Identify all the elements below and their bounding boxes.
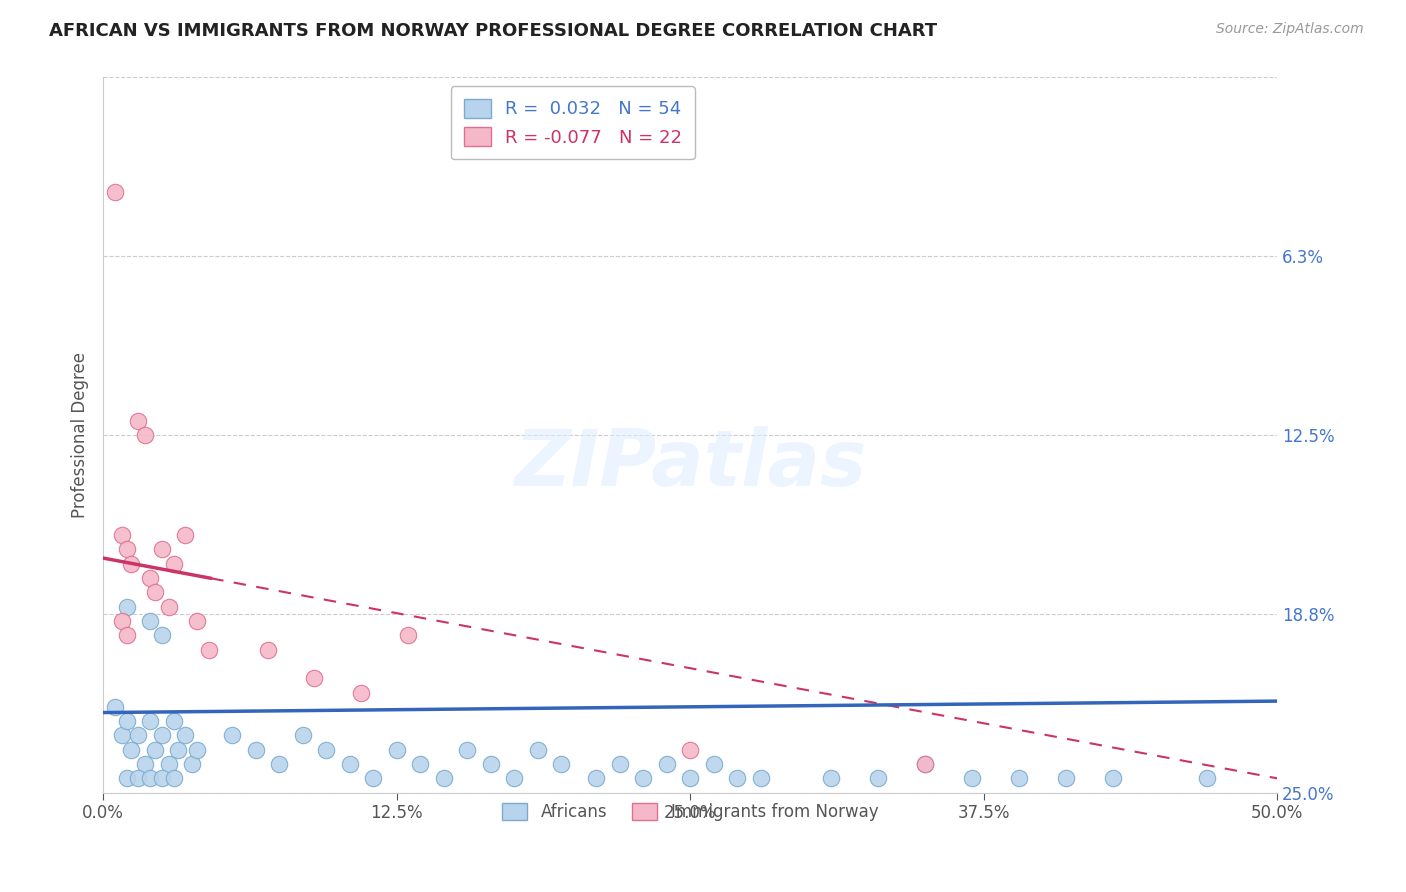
- Point: [120, 557, 142, 571]
- Point: [304, 671, 326, 685]
- Point: [174, 728, 197, 742]
- Y-axis label: Professional Degree: Professional Degree: [72, 352, 89, 518]
- Point: [914, 757, 936, 772]
- Point: [174, 528, 197, 542]
- Point: [585, 772, 607, 786]
- Point: [111, 528, 134, 542]
- Point: [1102, 772, 1125, 786]
- Point: [186, 743, 208, 757]
- Point: [703, 757, 725, 772]
- Point: [433, 772, 456, 786]
- Point: [385, 743, 408, 757]
- Point: [725, 772, 748, 786]
- Point: [315, 743, 337, 757]
- Point: [679, 772, 702, 786]
- Point: [139, 614, 162, 628]
- Point: [150, 772, 173, 786]
- Point: [162, 557, 184, 571]
- Point: [139, 772, 162, 786]
- Point: [134, 757, 156, 772]
- Point: [127, 728, 149, 742]
- Point: [550, 757, 572, 772]
- Point: [820, 772, 842, 786]
- Point: [150, 542, 173, 557]
- Point: [115, 714, 138, 728]
- Point: [609, 757, 631, 772]
- Point: [150, 628, 173, 642]
- Point: [269, 757, 291, 772]
- Point: [120, 743, 142, 757]
- Point: [104, 185, 127, 199]
- Point: [157, 757, 180, 772]
- Point: [167, 743, 190, 757]
- Point: [526, 743, 548, 757]
- Point: [198, 642, 221, 657]
- Point: [679, 743, 702, 757]
- Point: [111, 728, 134, 742]
- Point: [456, 743, 478, 757]
- Point: [127, 414, 149, 428]
- Text: ZIPatlas: ZIPatlas: [515, 425, 866, 501]
- Point: [396, 628, 419, 642]
- Point: [409, 757, 432, 772]
- Point: [139, 714, 162, 728]
- Point: [339, 757, 361, 772]
- Text: Source: ZipAtlas.com: Source: ZipAtlas.com: [1216, 22, 1364, 37]
- Point: [150, 728, 173, 742]
- Point: [503, 772, 526, 786]
- Point: [127, 772, 149, 786]
- Point: [1008, 772, 1031, 786]
- Point: [115, 542, 138, 557]
- Point: [162, 772, 184, 786]
- Point: [104, 699, 127, 714]
- Point: [655, 757, 678, 772]
- Point: [162, 714, 184, 728]
- Point: [157, 599, 180, 614]
- Point: [749, 772, 772, 786]
- Point: [115, 628, 138, 642]
- Point: [134, 428, 156, 442]
- Point: [361, 772, 384, 786]
- Point: [868, 772, 890, 786]
- Point: [631, 772, 654, 786]
- Legend: Africans, Immigrants from Norway: Africans, Immigrants from Norway: [489, 789, 891, 834]
- Point: [914, 757, 936, 772]
- Point: [139, 571, 162, 585]
- Point: [256, 642, 278, 657]
- Point: [1195, 772, 1218, 786]
- Point: [115, 772, 138, 786]
- Point: [186, 614, 208, 628]
- Point: [245, 743, 267, 757]
- Point: [115, 599, 138, 614]
- Point: [181, 757, 204, 772]
- Point: [143, 585, 166, 599]
- Point: [1054, 772, 1077, 786]
- Point: [221, 728, 243, 742]
- Point: [960, 772, 983, 786]
- Point: [111, 614, 134, 628]
- Text: AFRICAN VS IMMIGRANTS FROM NORWAY PROFESSIONAL DEGREE CORRELATION CHART: AFRICAN VS IMMIGRANTS FROM NORWAY PROFES…: [49, 22, 938, 40]
- Point: [291, 728, 314, 742]
- Point: [479, 757, 502, 772]
- Point: [350, 685, 373, 699]
- Point: [143, 743, 166, 757]
